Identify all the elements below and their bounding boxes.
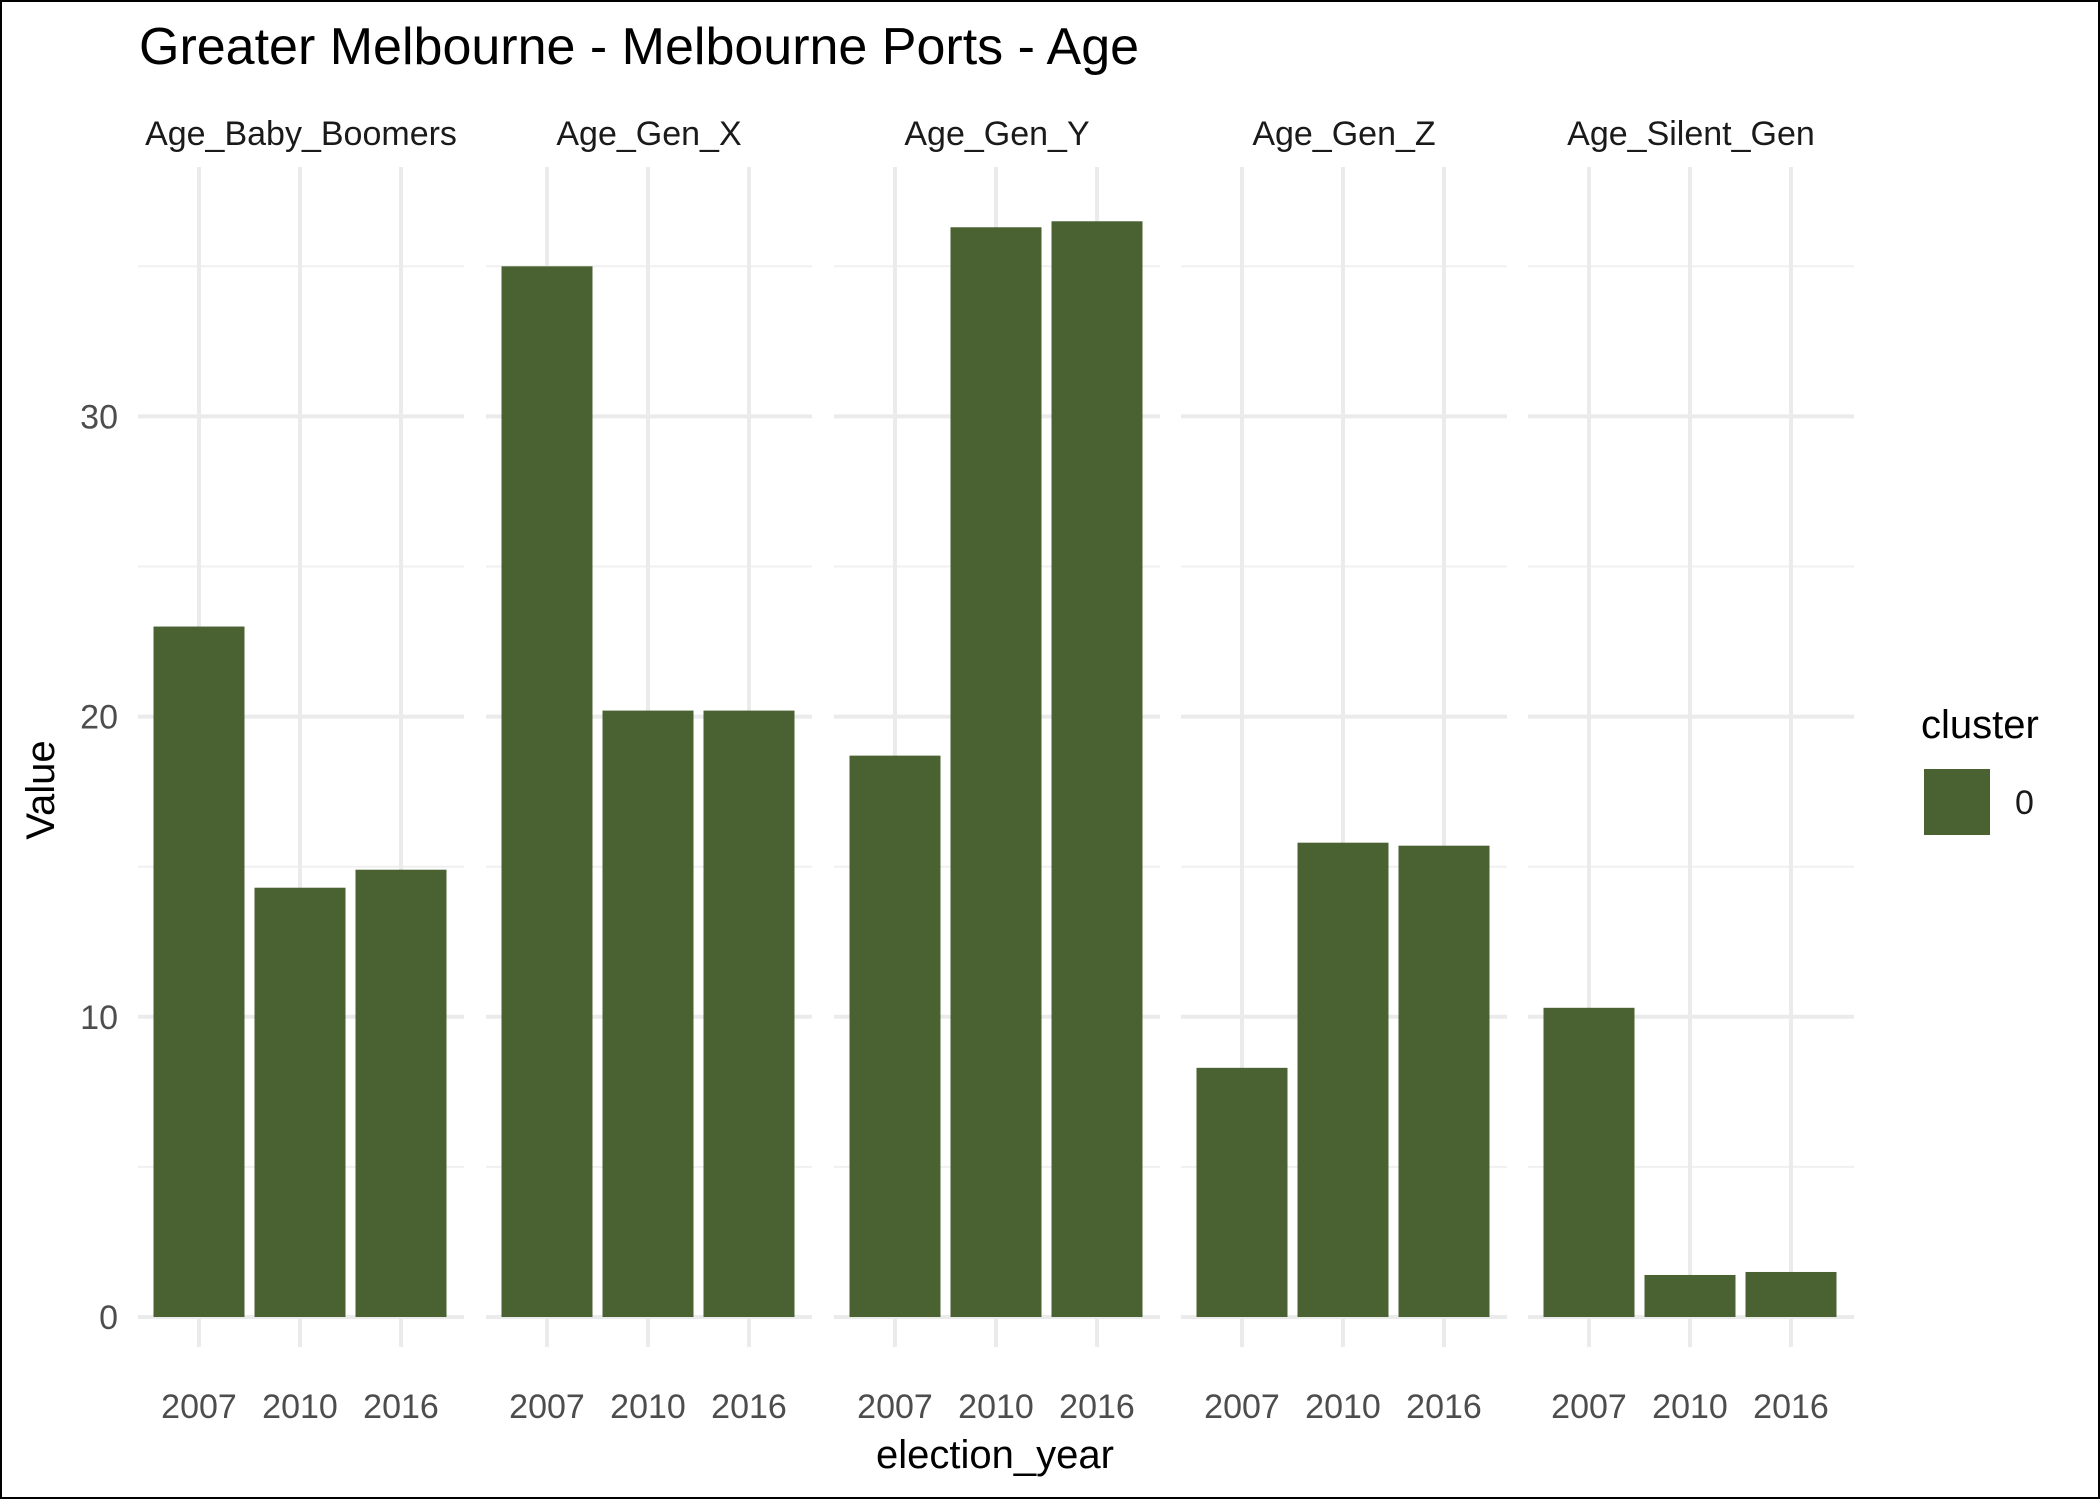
bar	[501, 266, 593, 1317]
x-tick-label: 2007	[857, 1388, 933, 1426]
bar	[602, 710, 694, 1317]
x-tick-label: 2007	[509, 1388, 585, 1426]
bar	[254, 887, 346, 1317]
bar	[1543, 1007, 1635, 1317]
x-tick-label: 2016	[1059, 1388, 1135, 1426]
x-tick-label: 2007	[1551, 1388, 1627, 1426]
facet-strip-label: Age_Silent_Gen	[1567, 115, 1815, 153]
bar	[1398, 845, 1490, 1317]
x-tick-label: 2016	[1406, 1388, 1482, 1426]
bar	[1745, 1271, 1837, 1317]
facet-panel: 2007 2010 2016 Age_Gen_Y	[834, 115, 1160, 1426]
x-tick-label: 2010	[958, 1388, 1034, 1426]
legend-title: cluster	[1921, 703, 2039, 747]
y-axis-title: Value	[19, 740, 63, 839]
facet-panel: 2007 2010 2016 Age_Silent_Gen	[1528, 115, 1854, 1426]
facet-panel: 2007 2010 2016 Age_Gen_X	[486, 115, 812, 1426]
x-tick-label: 2007	[161, 1388, 237, 1426]
x-tick-label: 2010	[1305, 1388, 1381, 1426]
bar	[703, 710, 795, 1317]
bar	[849, 755, 941, 1317]
x-tick-label: 2010	[262, 1388, 338, 1426]
facet-strip-label: Age_Baby_Boomers	[145, 115, 457, 153]
y-tick-label: 10	[80, 999, 118, 1037]
bar	[1196, 1067, 1288, 1317]
chart-title: Greater Melbourne - Melbourne Ports - Ag…	[139, 18, 1139, 76]
y-tick-label: 30	[80, 398, 118, 436]
bar	[950, 227, 1042, 1317]
bar	[153, 626, 245, 1317]
x-tick-label: 2007	[1204, 1388, 1280, 1426]
bar	[1297, 842, 1389, 1317]
x-tick-label: 2016	[363, 1388, 439, 1426]
bar	[1644, 1274, 1736, 1317]
legend: cluster 0	[1921, 703, 2039, 835]
x-tick-label: 2010	[1652, 1388, 1728, 1426]
facet-strip-label: Age_Gen_Y	[904, 115, 1089, 153]
x-tick-label: 2016	[711, 1388, 787, 1426]
y-tick-label: 0	[99, 1299, 118, 1337]
x-tick-label: 2016	[1753, 1388, 1829, 1426]
facet-strip-label: Age_Gen_Z	[1252, 115, 1435, 153]
facet-panel: 2007 2010 2016 Age_Gen_Z	[1181, 115, 1507, 1426]
facet-panel: 2007 2010 2016 Age_Baby_Boomers	[138, 115, 464, 1426]
legend-swatch	[1924, 769, 1990, 835]
bar	[1051, 221, 1143, 1317]
x-tick-label: 2010	[610, 1388, 686, 1426]
bar	[355, 869, 447, 1317]
legend-label: 0	[2015, 784, 2034, 822]
x-axis-title: election_year	[876, 1433, 1114, 1477]
facet-strip-label: Age_Gen_X	[556, 115, 741, 153]
y-tick-label: 20	[80, 699, 118, 737]
